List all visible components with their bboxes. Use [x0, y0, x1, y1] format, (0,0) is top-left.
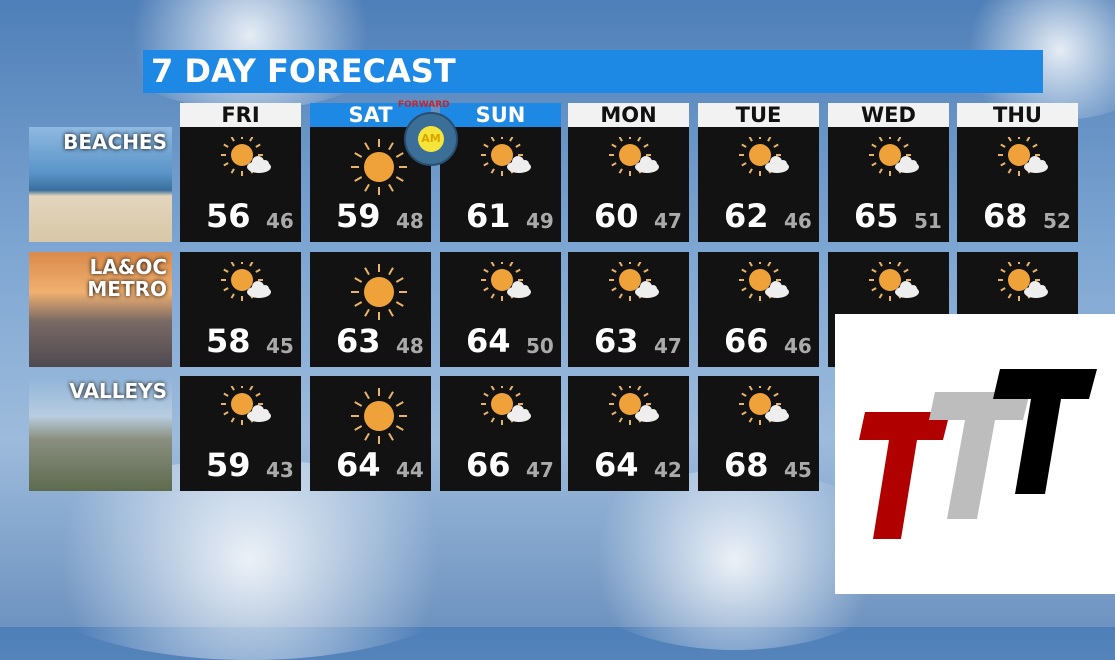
low-temp: 52	[1043, 209, 1071, 233]
forecast-cell: 68 45	[698, 376, 819, 491]
high-temp: 58	[206, 322, 251, 360]
region-name: VALLEYS	[69, 379, 167, 403]
day-header: THU	[957, 103, 1078, 127]
forecast-cell: 62 46	[698, 127, 819, 242]
clock-icon: AM	[404, 112, 458, 166]
forecast-cell: 63 47	[568, 252, 689, 367]
region-name: BEACHES	[63, 130, 167, 154]
forecast-cell: 65 51	[828, 127, 949, 242]
forecast-cell: 66 46	[698, 252, 819, 367]
forecast-cell: 64 50	[440, 252, 561, 367]
high-temp: 66	[724, 322, 769, 360]
low-temp: 46	[784, 209, 812, 233]
forecast-cell: 59 48	[310, 127, 431, 242]
high-temp: 68	[983, 197, 1028, 235]
region-name-line2: METRO	[87, 277, 167, 301]
forecast-cell: 64 44	[310, 376, 431, 491]
low-temp: 48	[396, 209, 424, 233]
low-temp: 47	[526, 458, 554, 482]
low-temp: 43	[266, 458, 294, 482]
page-title: 7 DAY FORECAST	[143, 50, 1043, 93]
forecast-cell: 64 42	[568, 376, 689, 491]
low-temp: 45	[784, 458, 812, 482]
forecast-cell: 61 49	[440, 127, 561, 242]
low-temp: 51	[914, 209, 942, 233]
forecast-cell: 68 52	[957, 127, 1078, 242]
forecast-cell: 66 47	[440, 376, 561, 491]
forecast-cell: 58 45	[180, 252, 301, 367]
forecast-cell: 59 43	[180, 376, 301, 491]
low-temp: 49	[526, 209, 554, 233]
high-temp: 65	[854, 197, 899, 235]
high-temp: 64	[336, 446, 381, 484]
high-temp: 68	[724, 446, 769, 484]
high-temp: 63	[336, 322, 381, 360]
low-temp: 44	[396, 458, 424, 482]
high-temp: 62	[724, 197, 769, 235]
forecast-cell: 60 47	[568, 127, 689, 242]
day-header: WED	[828, 103, 949, 127]
am-label: AM	[418, 126, 444, 152]
forward-label: FORWARD	[398, 100, 450, 110]
high-temp: 66	[466, 446, 511, 484]
high-temp: 61	[466, 197, 511, 235]
low-temp: 47	[654, 209, 682, 233]
day-header: FRI	[180, 103, 301, 127]
high-temp: 64	[466, 322, 511, 360]
region-1: LA&OC METRO	[29, 252, 172, 367]
high-temp: 59	[206, 446, 251, 484]
low-temp: 46	[266, 209, 294, 233]
day-header: MON	[568, 103, 689, 127]
forecast-cell: 56 46	[180, 127, 301, 242]
high-temp: 64	[594, 446, 639, 484]
low-temp: 46	[784, 334, 812, 358]
high-temp: 56	[206, 197, 251, 235]
low-temp: 47	[654, 334, 682, 358]
high-temp: 60	[594, 197, 639, 235]
region-2: VALLEYS	[29, 376, 172, 491]
day-header: TUE	[698, 103, 819, 127]
day-header: SUN	[440, 103, 561, 127]
forecast-cell: 63 48	[310, 252, 431, 367]
low-temp: 42	[654, 458, 682, 482]
ttt-logo	[835, 314, 1115, 594]
low-temp: 45	[266, 334, 294, 358]
high-temp: 59	[336, 197, 381, 235]
region-0: BEACHES	[29, 127, 172, 242]
day-header: SAT	[310, 103, 431, 127]
region-name: LA&OC	[89, 255, 167, 279]
high-temp: 63	[594, 322, 639, 360]
low-temp: 50	[526, 334, 554, 358]
low-temp: 48	[396, 334, 424, 358]
